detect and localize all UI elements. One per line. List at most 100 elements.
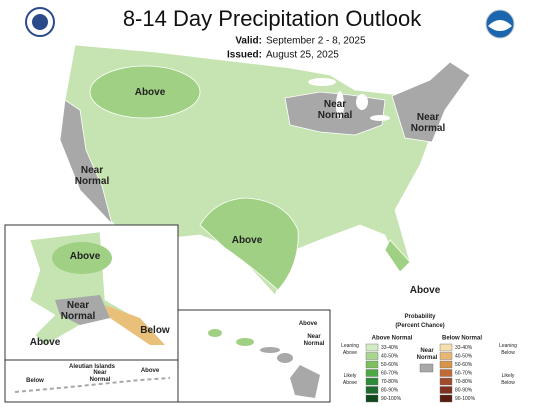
legend-leaning-above: Leaning Above [341, 343, 359, 356]
map-label-line: Normal [61, 311, 96, 322]
map-label-line: Above [232, 235, 263, 246]
oahu [236, 338, 254, 346]
legend-above-swatch [365, 343, 379, 352]
legend-leaning-above-line: Leaning [341, 343, 359, 349]
legend-above-swatch [365, 369, 379, 377]
legend-below-swatch [439, 343, 453, 352]
aleutian-islands [14, 377, 171, 393]
doc-logo-center [32, 14, 48, 30]
map-label-line: Above [135, 87, 166, 98]
legend-above-bin: 70-80% [381, 379, 399, 385]
map-label-line: Above [141, 368, 160, 374]
legend-below-bin: 50-60% [455, 362, 473, 368]
lake-michigan [336, 91, 344, 119]
west-coast-near [59, 99, 113, 225]
map-label-line: Below [26, 378, 44, 384]
legend-leaning-above-line: Above [343, 350, 357, 356]
legend-above-swatch [365, 352, 379, 360]
map-label: Near Normal [318, 99, 353, 121]
legend-below-bin: 33-40% [455, 345, 473, 351]
legend-below-bin: 70-80% [455, 379, 473, 385]
issued-label: Issued: [227, 50, 262, 61]
hawaii [208, 329, 320, 398]
noaa-logo-bird [488, 20, 512, 31]
map-label-line: Near [67, 300, 89, 311]
issued-date: August 25, 2025 [266, 50, 339, 61]
map-label-line: Above [299, 321, 318, 327]
map-label-line: Above [410, 285, 441, 296]
title: 8-14 Day Precipitation Outlook [123, 6, 422, 31]
legend-near-swatch [419, 363, 434, 373]
legend-above-swatch [365, 360, 379, 369]
big-island [290, 365, 320, 398]
legend-above-swatch [365, 377, 379, 386]
legend-below-bin: 60-70% [455, 370, 473, 376]
map-label: Below [26, 378, 44, 384]
legend-leaning-below-line: Below [501, 350, 515, 356]
legend-below-swatch [439, 352, 453, 360]
alaska-below [105, 305, 165, 345]
kauai [208, 329, 222, 337]
map-label: Near Normal [411, 112, 446, 134]
map-label-line: Near [324, 99, 346, 110]
alaska-near [55, 295, 110, 325]
map-label: Above [410, 285, 441, 296]
legend-likely-below: Likely Below [501, 373, 515, 386]
legend-leaning-below-line: Leaning [499, 343, 517, 349]
map-label: Above [70, 251, 101, 262]
legend-near-line: Near [420, 348, 434, 354]
legend-below-swatch [439, 369, 453, 377]
legend-below-swatch [439, 386, 453, 394]
aleutian-inset [4, 359, 179, 403]
lakes [308, 78, 390, 121]
legend-above-bin: 50-60% [381, 362, 399, 368]
map-label: Above [232, 235, 263, 246]
legend-above-heading: Above Normal [372, 336, 413, 342]
map-label: Below [140, 325, 170, 336]
legend-below-bin: 80-90% [455, 387, 473, 393]
molokai [260, 347, 280, 353]
map-label-line: Above [70, 251, 101, 262]
legend-above-bin: 90-100% [381, 396, 402, 402]
map-label-line: Normal [75, 176, 110, 187]
map-label: Near Normal [90, 370, 111, 383]
legend-likely-below-line: Likely [502, 373, 515, 379]
map-label-line: Near [81, 165, 103, 176]
legend-title: Probability (Percent Chance) [395, 314, 444, 329]
map-label-line: Near [93, 370, 107, 376]
valid-label: Valid: [235, 36, 262, 47]
legend-title-line: (Percent Chance) [395, 323, 444, 329]
legend-above-bin: 33-40% [381, 345, 399, 351]
map-label: Aleutian Islands [69, 364, 116, 370]
map-label: Above [299, 321, 318, 327]
map-label-line: Below [140, 325, 170, 336]
legend-above-bin: 60-70% [381, 370, 399, 376]
map-label-line: Near [417, 112, 439, 123]
legend-above-bin: 40-50% [381, 353, 399, 359]
legend-leaning-below: Leaning Below [499, 343, 517, 356]
legend-above-bin: 80-90% [381, 387, 399, 393]
map-label: Above [141, 368, 160, 374]
map-label-line: Normal [304, 341, 325, 347]
map-label: Above [30, 337, 61, 348]
lake-erie [370, 115, 390, 121]
legend-below-swatch [439, 360, 453, 369]
map-label-line: Aleutian Islands [69, 364, 116, 370]
map-label-line: Normal [411, 123, 446, 134]
map-label: Near Normal [75, 165, 110, 187]
map-label: Above [135, 87, 166, 98]
northeast-near [391, 61, 471, 143]
legend: Above Normal Below Normal 33-40% 40-50% 50-6… [365, 336, 482, 403]
map-label-line: Normal [318, 110, 353, 121]
legend-below-swatch [439, 394, 453, 403]
legend-near: Near Normal [417, 348, 438, 361]
legend-likely-above-line: Above [343, 380, 357, 386]
legend-above-swatch [365, 386, 379, 394]
maui [277, 353, 293, 363]
map-label-line: Above [30, 337, 61, 348]
legend-title-line: Probability [404, 314, 436, 320]
lake-superior [308, 78, 336, 86]
legend-near-line: Normal [417, 355, 438, 361]
rockies-above [89, 65, 201, 119]
